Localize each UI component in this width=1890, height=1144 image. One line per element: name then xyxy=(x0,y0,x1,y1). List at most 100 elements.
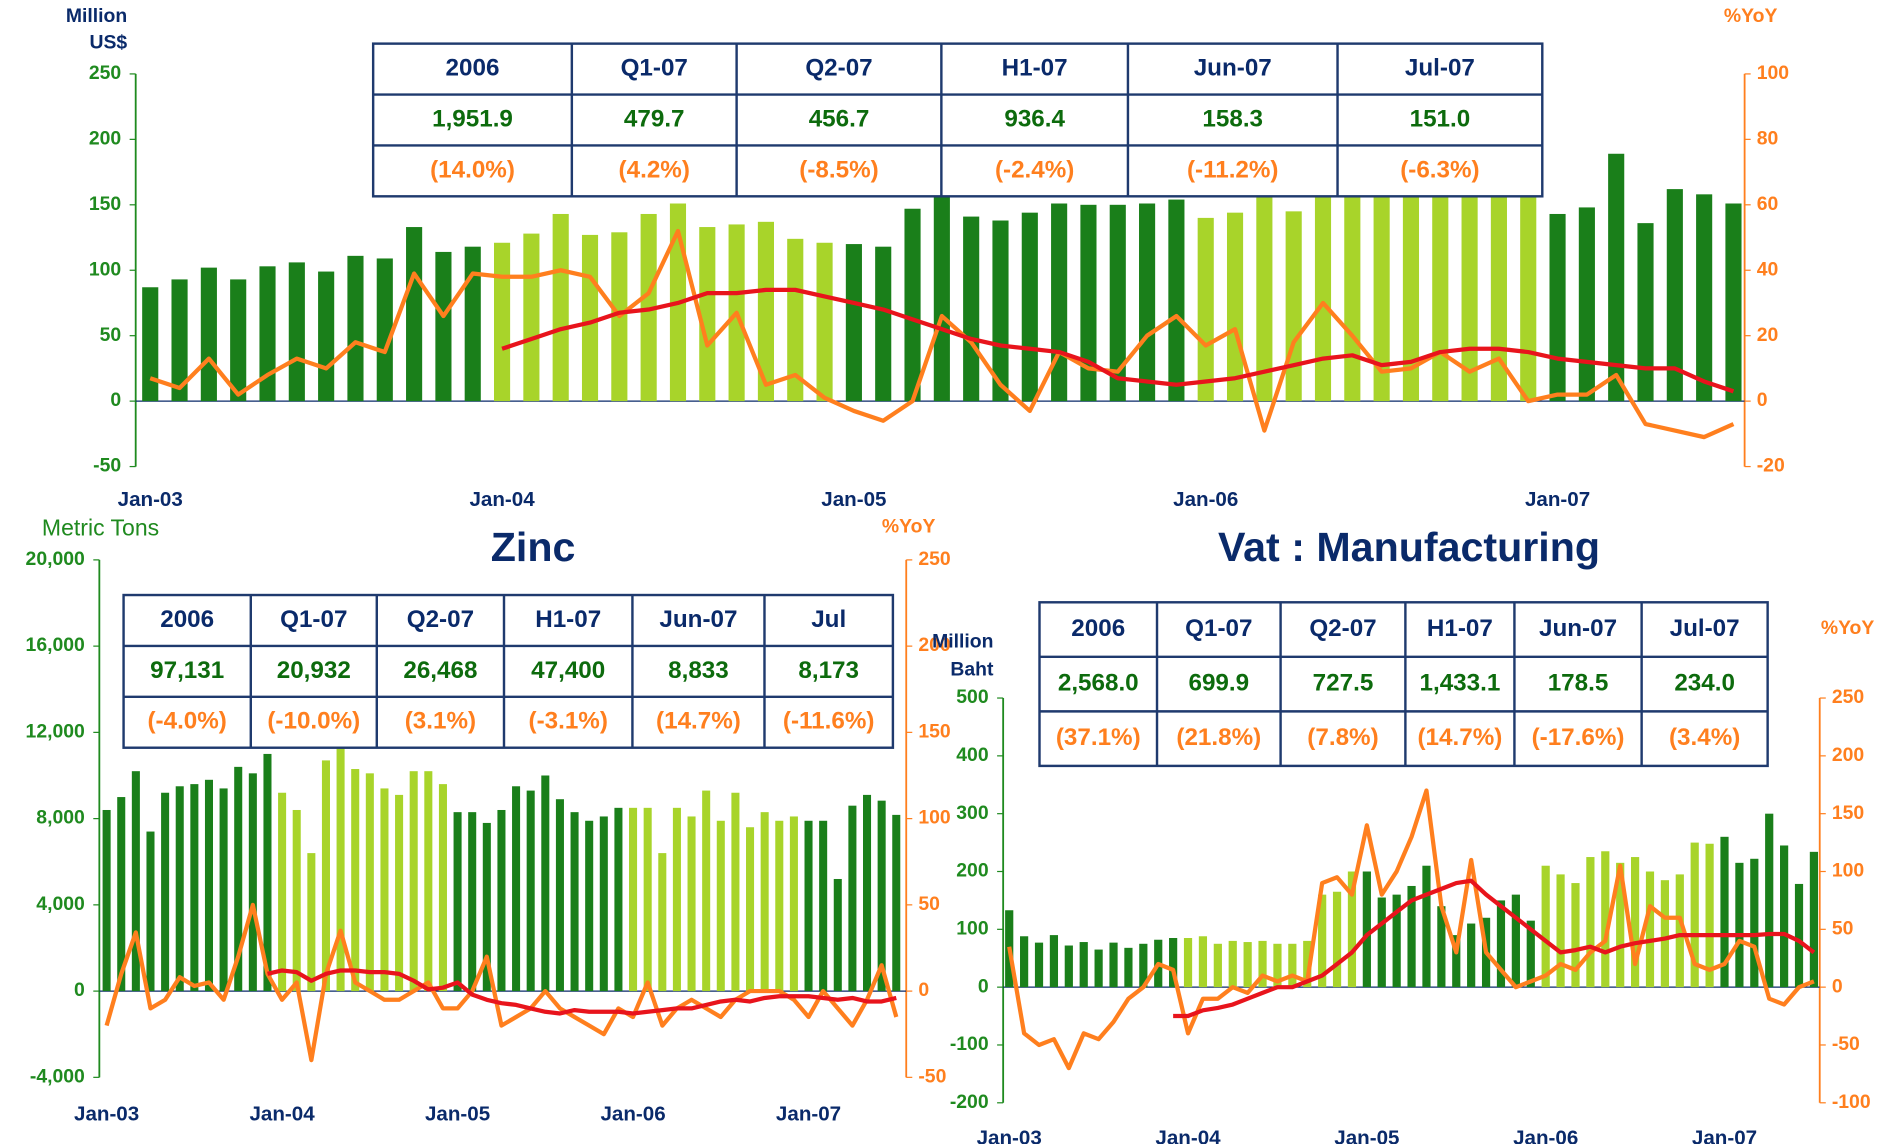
bar xyxy=(699,227,716,402)
table-cell: H1-07 xyxy=(535,606,601,633)
chart-title: Vat : Manufacturing xyxy=(1218,524,1600,570)
bar xyxy=(731,792,740,992)
chart-title: Zinc xyxy=(491,524,576,570)
bar xyxy=(787,238,804,402)
table-cell: 97,131 xyxy=(150,657,224,684)
y-tick-label: -50 xyxy=(93,455,121,477)
bar xyxy=(1318,894,1327,988)
bar xyxy=(318,271,335,402)
bar xyxy=(658,853,667,992)
bar xyxy=(1725,203,1742,402)
bar xyxy=(757,221,774,402)
bar xyxy=(892,814,901,992)
bar xyxy=(190,784,199,992)
bar xyxy=(1373,190,1390,402)
table-cell: (-10.0%) xyxy=(267,708,360,735)
bar xyxy=(523,233,540,402)
bar xyxy=(1139,943,1148,988)
bar xyxy=(1520,195,1537,402)
x-tick-label: Jan-03 xyxy=(118,488,183,511)
line-series xyxy=(501,287,1735,394)
table-cell: (-17.6%) xyxy=(1532,724,1625,751)
bar xyxy=(1526,920,1535,988)
y-tick-label: 200 xyxy=(956,860,988,882)
table-cell: Jun-07 xyxy=(1194,54,1272,81)
bar xyxy=(1407,885,1416,988)
bar xyxy=(234,766,243,992)
table-cell: (3.1%) xyxy=(405,708,476,735)
bar xyxy=(552,213,569,402)
bar xyxy=(804,820,813,992)
y2-tick-label: 50 xyxy=(1832,917,1854,939)
bar xyxy=(526,790,535,992)
bar xyxy=(1556,874,1565,988)
table-cell: 8,833 xyxy=(668,657,729,684)
y2-tick-label: 50 xyxy=(918,893,940,915)
bar xyxy=(1467,923,1476,988)
bar xyxy=(1197,217,1214,402)
bar xyxy=(1675,874,1684,988)
y2-tick-label: -20 xyxy=(1757,455,1785,477)
y2-tick-label: 40 xyxy=(1757,258,1779,280)
bar xyxy=(1314,172,1332,402)
bar xyxy=(365,773,374,992)
bar xyxy=(1228,940,1237,988)
bar xyxy=(512,786,521,992)
x-tick-label: Jan-07 xyxy=(1692,1127,1757,1144)
bar xyxy=(1362,871,1371,988)
bar xyxy=(1169,938,1178,988)
bar xyxy=(219,788,228,992)
table-cell: (-11.6%) xyxy=(783,708,875,735)
bar xyxy=(833,878,842,992)
bar xyxy=(1021,212,1038,402)
bar xyxy=(1571,883,1580,988)
y-tick-label: 4,000 xyxy=(36,893,84,915)
bar xyxy=(1064,945,1073,988)
table-cell: (21.8%) xyxy=(1176,724,1261,751)
bar xyxy=(1124,947,1133,988)
bar xyxy=(1452,935,1461,988)
bar xyxy=(963,216,980,402)
bar xyxy=(102,809,111,992)
bar xyxy=(376,258,393,402)
bar xyxy=(1256,172,1273,402)
bar xyxy=(1034,942,1044,988)
bar xyxy=(347,255,364,402)
line-series xyxy=(267,968,897,1016)
y2-tick-label: 250 xyxy=(918,548,950,570)
y-tick-label: 0 xyxy=(74,979,85,1001)
bar xyxy=(1051,203,1068,402)
y2-tick-label: -50 xyxy=(918,1065,946,1087)
y-axis-label: Metric Tons xyxy=(42,515,159,541)
bar xyxy=(1243,942,1252,988)
y2-tick-label: 20 xyxy=(1757,324,1779,346)
bar xyxy=(1586,857,1595,988)
bar xyxy=(1139,203,1156,402)
bar xyxy=(1645,871,1655,988)
bar xyxy=(351,769,360,992)
table-cell: Jul xyxy=(811,606,846,633)
y2-tick-label: 100 xyxy=(1832,860,1864,882)
bar xyxy=(614,807,623,992)
table-cell: Q1-07 xyxy=(280,606,347,633)
line-series xyxy=(1007,788,1815,1071)
bar xyxy=(1794,883,1804,988)
table-cell: 479.7 xyxy=(624,105,685,132)
table-cell: (-11.2%) xyxy=(1187,156,1279,183)
bar xyxy=(1402,185,1420,402)
bar xyxy=(1422,865,1431,988)
bar xyxy=(1285,211,1302,402)
bar xyxy=(1490,172,1507,402)
bar xyxy=(716,820,725,992)
bar xyxy=(1735,862,1744,988)
table-cell: 151.0 xyxy=(1410,105,1471,132)
bar xyxy=(775,820,784,992)
bar xyxy=(702,790,711,992)
table-cell: (14.7%) xyxy=(1418,724,1503,751)
bar xyxy=(585,820,594,992)
y-axis-label: US$ xyxy=(90,32,128,54)
table-bg xyxy=(371,42,1544,198)
y-tick-label: 100 xyxy=(89,258,121,280)
bar xyxy=(1347,871,1357,988)
